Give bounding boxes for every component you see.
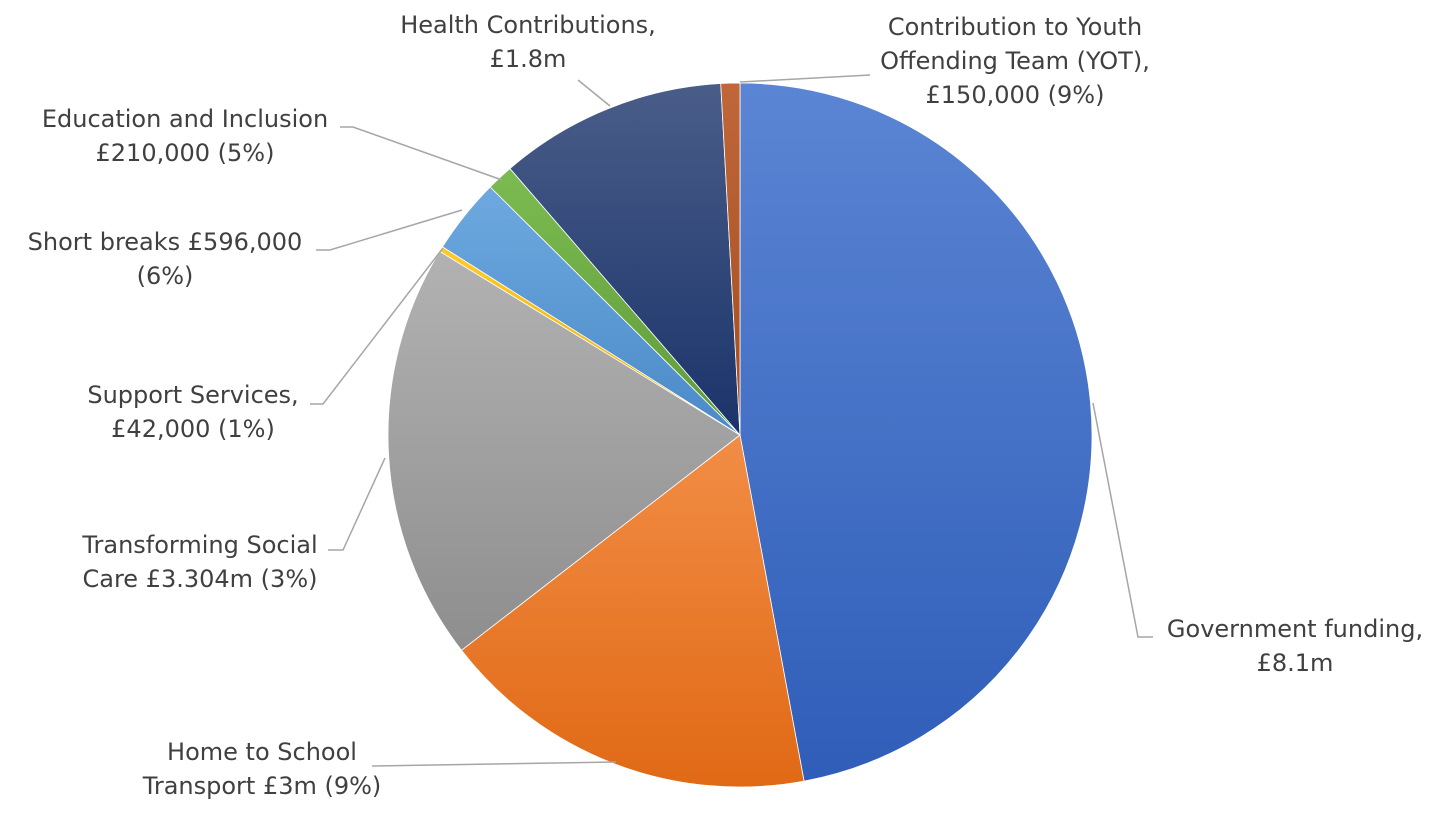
slice-label-health: Health Contributions, £1.8m bbox=[400, 11, 656, 73]
slice-label-line: Short breaks £596,000 bbox=[28, 228, 303, 256]
pie-slice-social-care bbox=[387, 250, 741, 651]
pie-slice-government bbox=[739, 82, 1093, 782]
leader-line-short-breaks bbox=[316, 209, 463, 251]
slice-label-line: £210,000 (5%) bbox=[96, 139, 275, 167]
slice-label-home-school: Home to School Transport £3m (9%) bbox=[142, 738, 382, 800]
slice-label-line: Health Contributions, bbox=[400, 11, 656, 39]
slice-label-line: Transforming Social bbox=[81, 531, 317, 559]
slice-label-line: Care £3.304m (3%) bbox=[83, 565, 318, 593]
leader-line-social-care bbox=[328, 457, 386, 551]
slice-label-line: Transport £3m (9%) bbox=[142, 772, 382, 800]
slice-label-line: Home to School bbox=[167, 738, 357, 766]
slice-label-line: £8.1m bbox=[1257, 649, 1334, 677]
slice-label-social-care: Transforming Social Care £3.304m (3%) bbox=[81, 531, 317, 593]
leader-line-home-school bbox=[371, 761, 617, 767]
pie-slices bbox=[387, 82, 1093, 788]
slice-label-line: Education and Inclusion bbox=[42, 105, 328, 133]
slice-label-short-breaks: Short breaks £596,000 (6%) bbox=[28, 228, 303, 290]
pie-slice-home-school bbox=[460, 434, 805, 788]
slice-labels: Government funding, £8.1m Home to School Tr… bbox=[28, 11, 1423, 800]
slice-label-line: Government funding, bbox=[1167, 615, 1423, 643]
pie-slice-yot bbox=[720, 82, 741, 436]
slice-label-line: Offending Team (YOT), bbox=[880, 47, 1150, 75]
leader-line-yot bbox=[739, 74, 871, 83]
slice-label-education: Education and Inclusion £210,000 (5%) bbox=[42, 105, 328, 167]
leader-line-health bbox=[577, 79, 611, 107]
slice-label-line: (6%) bbox=[137, 262, 194, 290]
slice-label-yot: Contribution to Youth Offending Team (YOT… bbox=[880, 13, 1150, 109]
slice-label-line: £42,000 (1%) bbox=[111, 415, 275, 443]
leader-line-government bbox=[1092, 402, 1153, 638]
slice-label-government: Government funding, £8.1m bbox=[1167, 615, 1423, 677]
leader-lines bbox=[310, 74, 1153, 767]
slice-label-line: £1.8m bbox=[490, 45, 567, 73]
slice-label-line: £150,000 (9%) bbox=[926, 81, 1105, 109]
slice-label-line: Contribution to Youth bbox=[888, 13, 1142, 41]
slice-label-line: Support Services, bbox=[87, 381, 298, 409]
leader-line-education bbox=[340, 126, 503, 181]
leader-line-support bbox=[310, 247, 444, 405]
pie-slice-health bbox=[509, 83, 741, 437]
slice-label-support: Support Services, £42,000 (1%) bbox=[87, 381, 298, 443]
